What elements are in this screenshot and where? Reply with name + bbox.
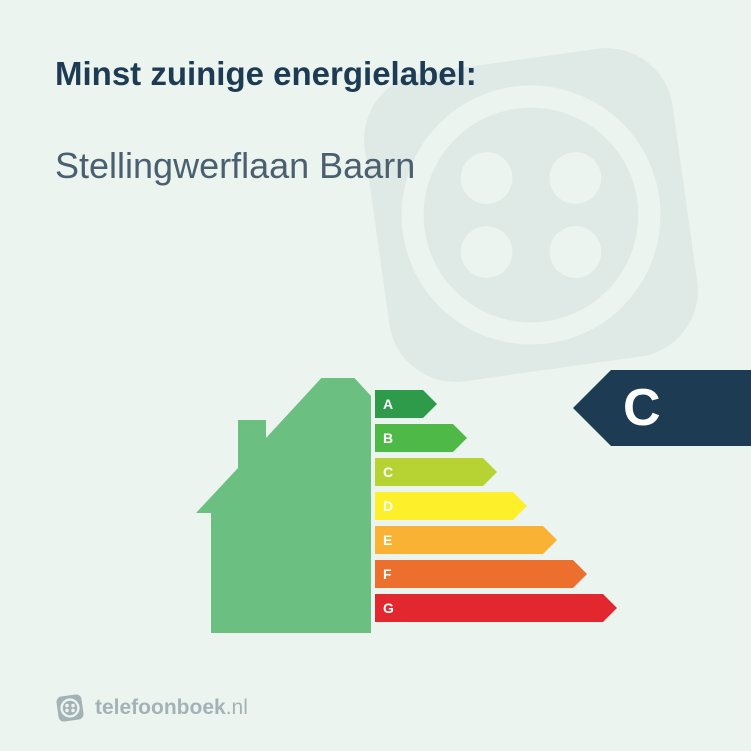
- footer-brand-light: .nl: [226, 696, 248, 719]
- pointer-body: C: [611, 370, 751, 446]
- footer-brand-bold: telefoonboek: [95, 696, 226, 719]
- energy-bar-label: C: [383, 464, 393, 480]
- energy-label-card: Minst zuinige energielabel: Stellingwerf…: [0, 0, 751, 751]
- footer-logo-icon: [55, 693, 85, 723]
- house-icon-shape: [196, 378, 371, 633]
- rating-pointer: C: [573, 370, 751, 446]
- energy-bar-label: F: [383, 566, 392, 582]
- pointer-letter: C: [623, 378, 661, 438]
- energy-bar-label: D: [383, 498, 393, 514]
- energy-bar-c: C: [375, 456, 617, 487]
- energy-bar-label: E: [383, 532, 392, 548]
- footer-brand: telefoonboek.nl: [95, 696, 248, 720]
- energy-bar-f: F: [375, 558, 617, 589]
- energy-bar-label: A: [383, 396, 393, 412]
- card-title: Minst zuinige energielabel:: [55, 55, 696, 93]
- energy-bar-e: E: [375, 524, 617, 555]
- card-subtitle: Stellingwerflaan Baarn: [55, 145, 696, 187]
- energy-bar-label: B: [383, 430, 393, 446]
- footer: telefoonboek.nl: [55, 693, 248, 723]
- pointer-arrow: [573, 370, 611, 446]
- energy-bar-label: G: [383, 600, 394, 616]
- energy-bar-g: G: [375, 592, 617, 623]
- energy-bar-d: D: [375, 490, 617, 521]
